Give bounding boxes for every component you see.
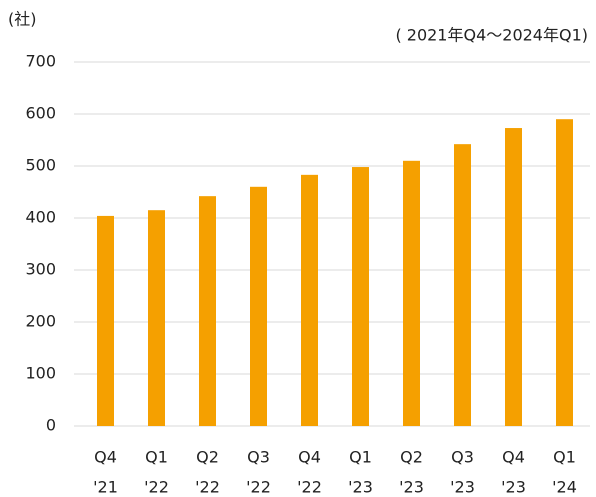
y-tick-label: 700 [25,52,56,71]
x-tick-label: Q1 [349,448,372,467]
x-tick-label: '24 [552,478,577,497]
x-tick-label: '23 [348,478,373,497]
y-tick-label: 100 [25,364,56,383]
x-tick-label: '22 [195,478,220,497]
x-tick-label: '22 [144,478,169,497]
bar [556,119,573,426]
bar [148,210,165,426]
x-tick-label: '22 [246,478,271,497]
x-tick-label: '23 [501,478,526,497]
bar [250,186,267,426]
y-tick-label: 600 [25,104,56,123]
y-tick-label: 200 [25,312,56,331]
x-tick-label: Q2 [196,448,219,467]
y-tick-label: 400 [25,208,56,227]
bar [352,167,369,427]
subtitle: ( 2021年Q4～2024年Q1) [395,26,588,45]
x-tick-label: '22 [297,478,322,497]
y-tick-label: 0 [46,416,56,435]
x-tick-label: Q4 [298,448,321,467]
bar [403,160,420,427]
x-tick-label: Q1 [553,448,576,467]
unit-label: (社) [8,10,37,29]
bar [454,144,471,426]
x-tick-label: '23 [399,478,424,497]
x-tick-label: Q3 [247,448,270,467]
x-tick-label: Q2 [400,448,423,467]
bar [301,174,318,426]
bar [97,215,114,426]
bar [505,128,522,427]
x-tick-label: '23 [450,478,475,497]
x-tick-label: Q4 [502,448,525,467]
y-tick-label: 300 [25,260,56,279]
y-tick-label: 500 [25,156,56,175]
x-tick-label: Q1 [145,448,168,467]
bar [199,196,216,426]
x-tick-label: Q3 [451,448,474,467]
x-tick-label: '21 [93,478,118,497]
x-tick-label: Q4 [94,448,117,467]
